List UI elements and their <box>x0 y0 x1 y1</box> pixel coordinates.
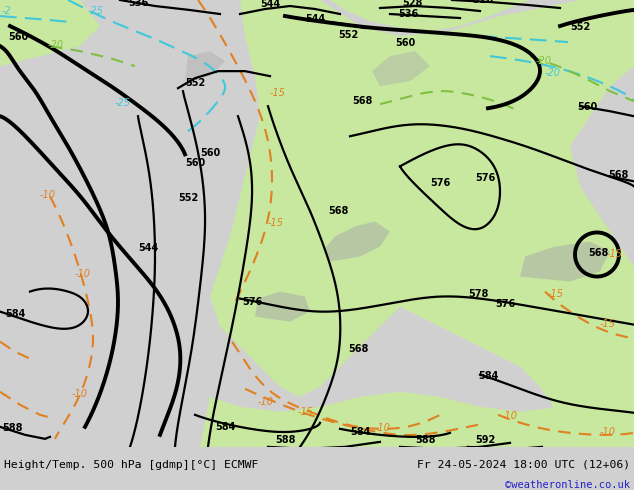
Text: 568: 568 <box>608 171 628 180</box>
Text: -10: -10 <box>258 397 274 407</box>
Polygon shape <box>0 0 100 66</box>
Text: 584: 584 <box>350 427 370 437</box>
Text: 536: 536 <box>398 9 418 19</box>
Polygon shape <box>372 51 430 86</box>
Text: -10: -10 <box>502 411 518 421</box>
Text: 568: 568 <box>352 96 372 106</box>
Text: 560: 560 <box>577 102 597 112</box>
Text: -15: -15 <box>298 407 314 417</box>
Text: ©weatheronline.co.uk: ©weatheronline.co.uk <box>505 480 630 490</box>
Text: -25: -25 <box>115 98 131 108</box>
Text: Fr 24-05-2024 18:00 UTC (12+06): Fr 24-05-2024 18:00 UTC (12+06) <box>417 460 630 470</box>
Text: 588: 588 <box>415 435 436 445</box>
Text: -20: -20 <box>545 68 561 78</box>
Polygon shape <box>210 0 634 447</box>
Text: 576: 576 <box>495 298 515 309</box>
Text: 552: 552 <box>178 194 198 203</box>
Text: -10: -10 <box>40 191 56 200</box>
Text: -20: -20 <box>48 40 64 50</box>
Text: 568: 568 <box>328 206 348 217</box>
Text: 588: 588 <box>275 435 295 445</box>
Text: -520: -520 <box>470 0 495 5</box>
Text: 560: 560 <box>395 38 415 48</box>
Polygon shape <box>325 221 390 262</box>
Text: 576: 576 <box>475 173 495 183</box>
Text: 560: 560 <box>185 158 205 169</box>
Text: -20: -20 <box>536 56 552 66</box>
Text: 552: 552 <box>185 78 205 88</box>
Text: 544: 544 <box>138 244 158 253</box>
Text: 560: 560 <box>8 32 29 42</box>
Text: 560: 560 <box>200 148 220 158</box>
Text: -15: -15 <box>548 289 564 298</box>
Text: -2: -2 <box>2 6 12 16</box>
Text: 528: 528 <box>402 0 422 8</box>
Text: -10: -10 <box>72 389 88 399</box>
Text: 536: 536 <box>128 0 148 8</box>
Polygon shape <box>185 51 225 81</box>
Text: -10: -10 <box>375 423 391 433</box>
Text: -15: -15 <box>607 248 623 259</box>
Text: 578: 578 <box>468 289 488 298</box>
Text: -10: -10 <box>75 269 91 278</box>
Text: 584: 584 <box>5 309 25 318</box>
Text: 544: 544 <box>305 14 325 24</box>
Polygon shape <box>520 242 610 282</box>
Text: -15: -15 <box>600 318 616 329</box>
Text: -25: -25 <box>88 6 104 16</box>
Text: -15: -15 <box>268 219 284 228</box>
Text: 576: 576 <box>430 178 450 188</box>
Text: Height/Temp. 500 hPa [gdmp][°C] ECMWF: Height/Temp. 500 hPa [gdmp][°C] ECMWF <box>4 460 259 470</box>
Text: -10: -10 <box>600 427 616 437</box>
Text: 584: 584 <box>215 422 235 432</box>
Polygon shape <box>200 387 634 447</box>
Polygon shape <box>255 292 310 321</box>
Text: 568: 568 <box>348 343 368 354</box>
Text: 576: 576 <box>242 296 262 307</box>
Text: 592: 592 <box>475 435 495 445</box>
Text: 552: 552 <box>338 30 358 40</box>
Text: 568: 568 <box>588 248 609 259</box>
Polygon shape <box>330 0 530 31</box>
Text: 588: 588 <box>2 423 22 433</box>
Text: 552: 552 <box>570 22 590 32</box>
Text: 544: 544 <box>260 0 280 9</box>
Text: 584: 584 <box>478 371 498 381</box>
Text: -15: -15 <box>270 88 286 98</box>
